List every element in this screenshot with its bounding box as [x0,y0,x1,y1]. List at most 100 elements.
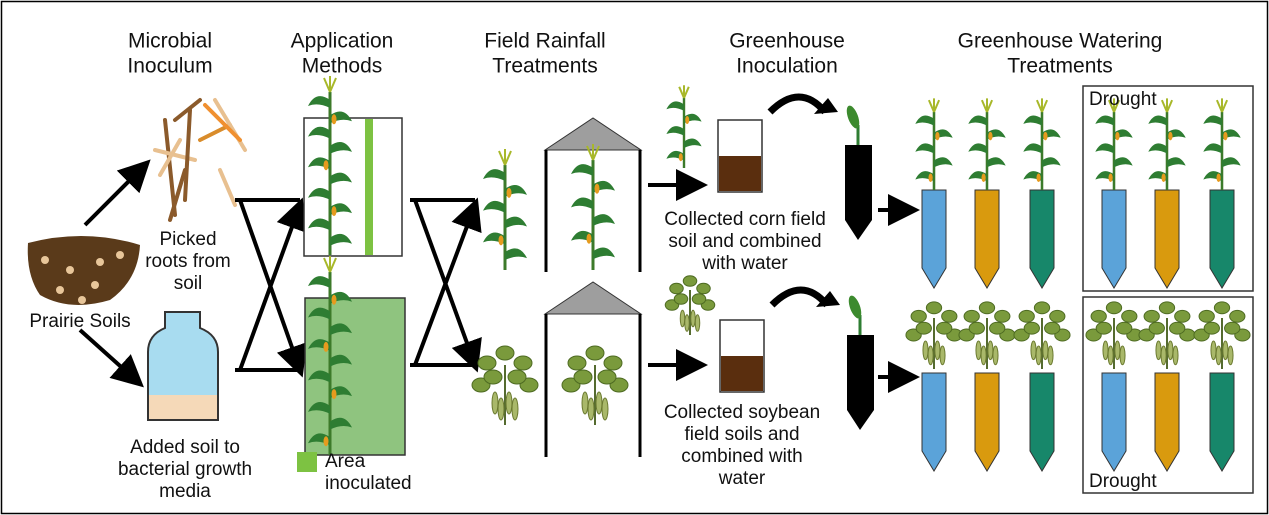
soil-particle [66,266,74,274]
corn-tassel [927,98,941,113]
tube [1154,372,1180,472]
soy-leaf [925,301,943,315]
corn-ear [323,160,329,171]
column-header: Microbial [128,30,212,53]
method-box [303,117,403,257]
corn-leaf [308,401,330,414]
pot [845,145,872,240]
corn-leaf [330,323,352,336]
corn-leaf [330,354,352,367]
corn-leaf [1148,115,1167,126]
soy-leaf [978,301,996,315]
corn-leaf [987,157,1006,168]
inoculated-strip [365,119,373,255]
drought-box [1082,85,1254,292]
arrow [238,197,307,371]
corn-leaf [308,218,330,231]
label: with water [701,253,788,274]
label: Collected corn field [664,209,826,230]
corn-leaf [308,370,330,383]
soy-pod [1102,340,1109,361]
corn-leaf [666,126,684,136]
column-header: Inoculation [736,55,838,78]
soy-leaf [585,345,605,361]
soil-particle [116,251,124,259]
soy-leaf [477,355,497,371]
root [163,118,177,217]
tube [1101,372,1127,472]
cup-soil [719,156,761,191]
label: media [159,481,211,502]
jar-media [149,395,217,419]
corn-leaf [1148,143,1167,154]
soy-pod [922,340,929,361]
soy-pod [1042,340,1049,361]
corn-leaf [1023,115,1042,126]
soil [27,235,140,305]
corn-leaf [308,276,330,288]
soy-pod [690,309,696,328]
soy-pod [1172,345,1179,366]
soy-pod [1047,345,1054,366]
soy-leaf [573,369,593,385]
corn-ear [331,206,337,217]
soy-leaf [691,293,707,305]
corn-ear [981,173,986,183]
cup-soil [721,356,763,391]
corn-tassel [1035,98,1049,113]
corn-tassel [1107,98,1121,113]
soy-leaf [910,309,927,323]
soy-leaf [1169,321,1186,335]
corn-leaf [1203,115,1222,126]
corn-leaf [1114,157,1133,168]
corn-ear [331,389,337,400]
legend-label: inoculated [325,473,412,494]
soy-pod [581,391,589,415]
corn-ear [1168,131,1173,141]
corn-tassel [980,98,994,113]
corn-leaf [684,138,702,149]
arrow [413,197,482,366]
corn-tassel [1160,98,1174,113]
corn-leaf [593,247,615,260]
soy-leaf [1229,309,1246,323]
legend-swatch [297,452,317,472]
curved-arrow [769,286,830,308]
soy-pod [975,340,982,361]
corn-tassel [1215,98,1229,113]
soy-leaf [1090,309,1107,323]
corn-ear [1036,173,1041,183]
soy-leaf [1143,309,1160,323]
corn-ear [928,173,933,183]
corn-leaf [915,143,934,154]
soy-leaf [1049,309,1066,323]
label: bacterial growth [118,459,252,480]
soy-leaf [1203,321,1220,335]
tube [1029,372,1055,472]
soy-pod [1167,340,1174,361]
corn-tassel [323,76,337,93]
soy-leaf [696,282,711,295]
column-header: Inoculum [127,55,212,78]
corn-leaf [1095,143,1114,154]
soy-leaf [915,321,932,335]
soy-pod [1210,340,1217,361]
seedling-leaf [848,295,862,319]
corn-leaf [915,115,934,126]
label: Added soil to [130,437,240,458]
soy-pod [1114,340,1121,361]
corn-ear [506,187,512,198]
soy-pod [987,340,994,361]
label: roots from [145,251,231,272]
corn-leaf [308,96,330,108]
corn-leaf [483,200,505,213]
corn-leaf [308,126,330,139]
soy-pod [1155,340,1162,361]
soil-particle [78,296,86,304]
arrow [78,328,144,388]
column-header: Treatments [492,55,597,78]
soy-leaf [968,321,985,335]
tube [921,372,947,472]
drought-label: Drought [1089,471,1157,492]
